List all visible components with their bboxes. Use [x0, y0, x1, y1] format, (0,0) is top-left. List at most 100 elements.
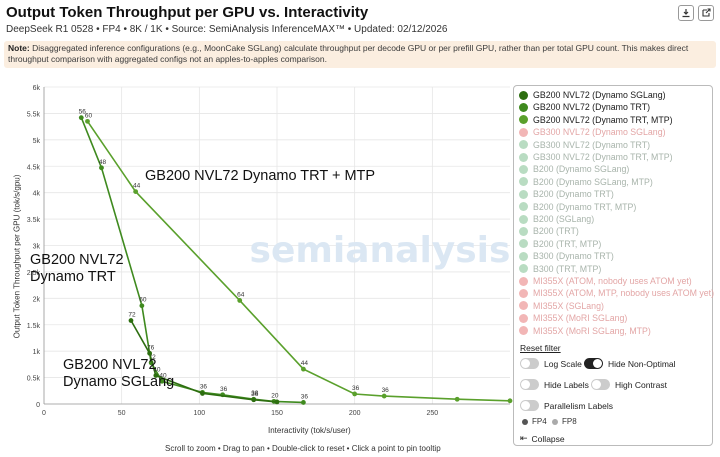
fp8-label: FP8	[562, 417, 577, 426]
legend-item[interactable]: B200 (Dynamo TRT)	[519, 189, 614, 199]
legend-item[interactable]: B300 (TRT, MTP)	[519, 264, 601, 274]
interaction-hint: Scroll to zoom • Drag to pan • Double-cl…	[165, 444, 441, 453]
data-label: 56	[79, 109, 87, 116]
data-point[interactable]	[147, 350, 153, 356]
y-tick-label: 2.5k	[27, 270, 41, 277]
data-point[interactable]	[274, 399, 280, 405]
series-line	[130, 320, 278, 403]
legend-label: B200 (SGLang)	[533, 214, 595, 224]
legend-item[interactable]: B200 (TRT, MTP)	[519, 239, 601, 249]
data-point[interactable]	[301, 400, 306, 405]
data-point[interactable]	[159, 378, 165, 384]
data-point[interactable]	[133, 189, 139, 195]
precision-fp4: FP4	[522, 417, 547, 426]
data-point[interactable]	[128, 318, 134, 323]
high-contrast-toggle[interactable]: High Contrast	[591, 379, 667, 390]
parallelism-labels-toggle[interactable]: Parallelism Labels	[520, 400, 613, 411]
data-label: 36	[352, 385, 360, 392]
x-tick-label: 100	[193, 410, 205, 417]
data-label: 64	[237, 291, 245, 298]
legend-label: B300 (TRT, MTP)	[533, 263, 602, 274]
legend-label: B200 (TRT, MTP)	[533, 238, 602, 249]
data-point[interactable]	[153, 373, 159, 378]
legend-item[interactable]: B200 (Dynamo SGLang, MTP)	[519, 177, 653, 187]
hide-non-optimal-switch[interactable]	[584, 358, 603, 369]
page-subtitle: DeepSeek R1 0528 • FP4 • 8K / 1K • Sourc…	[6, 24, 448, 35]
data-label: 76	[147, 344, 155, 351]
log-scale-toggle[interactable]: Log Scale	[520, 358, 582, 369]
data-label: 48	[99, 159, 107, 166]
legend-dot	[519, 239, 528, 249]
legend-item[interactable]: MI355X (MoRI SGLang, MTP)	[519, 326, 651, 336]
data-label: 60	[85, 112, 93, 119]
legend-item[interactable]: B200 (TRT)	[519, 226, 579, 236]
y-axis-ticks: 0 0.5k 1k 1.5k 2k 2.5k 3k 3.5k 4k 4.5k 5k 5.5k 6k	[27, 85, 41, 409]
export-button[interactable]	[698, 5, 714, 21]
data-point[interactable]	[301, 366, 306, 372]
y-tick-label: 6k	[33, 85, 41, 92]
watermark: semianalysis	[250, 230, 511, 271]
fp8-dot	[552, 418, 558, 425]
y-tick-label: 1k	[33, 349, 41, 356]
data-point[interactable]	[78, 115, 84, 121]
legend-label: B200 (TRT)	[533, 226, 579, 237]
log-scale-label: Log Scale	[544, 358, 582, 369]
legend-label: B200 (Dynamo TRT, MTP)	[533, 201, 637, 212]
high-contrast-switch[interactable]	[591, 379, 610, 390]
legend-item[interactable]: GB300 NVL72 (Dynamo TRT)	[519, 140, 650, 150]
data-point[interactable]	[352, 391, 358, 397]
series-group: 60 44 64 44 36 36	[85, 112, 513, 404]
chart-annotations: GB200 NVL72 Dynamo TRT + MTP GB200 NVL72 D…	[30, 168, 375, 390]
legend-item[interactable]: MI355X (MoRI SGLang)	[519, 313, 627, 323]
legend-label: GB200 NVL72 (Dynamo TRT, MTP)	[533, 114, 673, 125]
hide-labels-switch[interactable]	[520, 379, 539, 390]
download-button[interactable]	[678, 5, 694, 21]
parallelism-labels-switch[interactable]	[520, 400, 539, 411]
legend-item[interactable]: GB200 NVL72 (Dynamo TRT)	[519, 102, 650, 112]
log-scale-switch[interactable]	[520, 358, 539, 369]
data-point[interactable]	[237, 298, 243, 303]
legend-item[interactable]: B200 (Dynamo SGLang)	[519, 164, 629, 174]
data-label: 40	[159, 372, 167, 379]
fp4-dot	[522, 418, 528, 425]
data-point[interactable]	[381, 393, 387, 399]
legend-item[interactable]: MI355X (SGLang)	[519, 301, 604, 311]
legend-item[interactable]: MI355X (ATOM, nobody uses ATOM yet)	[519, 276, 692, 286]
legend-item[interactable]: GB200 NVL72 (Dynamo TRT, MTP)	[519, 115, 673, 125]
data-point[interactable]	[251, 397, 257, 403]
legend-item[interactable]: B200 (Dynamo TRT, MTP)	[519, 202, 636, 212]
legend-item[interactable]: B200 (SGLang)	[519, 214, 594, 224]
hide-non-optimal-toggle[interactable]: Hide Non-Optimal	[584, 358, 676, 369]
legend-item[interactable]: MI355X (ATOM, MTP, nobody uses ATOM yet)	[519, 288, 714, 298]
y-tick-label: 1.5k	[27, 323, 41, 330]
legend-label: GB300 NVL72 (Dynamo SGLang)	[533, 127, 666, 138]
legend-item[interactable]: GB300 NVL72 (Dynamo TRT, MTP)	[519, 152, 673, 162]
legend-item[interactable]: GB300 NVL72 (Dynamo SGLang)	[519, 127, 666, 137]
legend-dot	[519, 326, 528, 336]
data-point[interactable]	[507, 398, 513, 404]
legend-label: GB300 NVL72 (Dynamo TRT, MTP)	[533, 152, 673, 162]
hide-non-optimal-label: Hide Non-Optimal	[608, 358, 676, 369]
series-annotation: GB200 NVL72 Dynamo TRT	[30, 252, 124, 285]
watermark-text: semianalysis	[250, 230, 511, 271]
legend-label: MI355X (SGLang)	[533, 300, 604, 311]
collapse-button[interactable]: ⇤ Collapse	[520, 433, 565, 444]
legend-item[interactable]: B300 (Dynamo TRT)	[519, 251, 614, 261]
y-tick-label: 4k	[33, 191, 41, 198]
reset-filter-link[interactable]: Reset filter	[520, 343, 561, 353]
chevron-left-icon: ⇤	[520, 433, 528, 443]
legend-item[interactable]: GB200 NVL72 (Dynamo SGLang)	[519, 90, 666, 100]
data-point[interactable]	[139, 303, 145, 309]
data-point[interactable]	[200, 391, 205, 396]
hide-labels-toggle[interactable]: Hide Labels	[520, 379, 589, 390]
note-label: Note:	[8, 43, 30, 53]
legend-dot	[519, 164, 528, 174]
data-point[interactable]	[85, 118, 90, 124]
data-point[interactable]	[99, 165, 104, 171]
data-point[interactable]	[454, 396, 460, 402]
legend-dot	[519, 115, 528, 125]
legend-label: B200 (Dynamo TRT)	[533, 189, 614, 200]
note-text: Disaggregated inference configurations (…	[8, 43, 689, 64]
